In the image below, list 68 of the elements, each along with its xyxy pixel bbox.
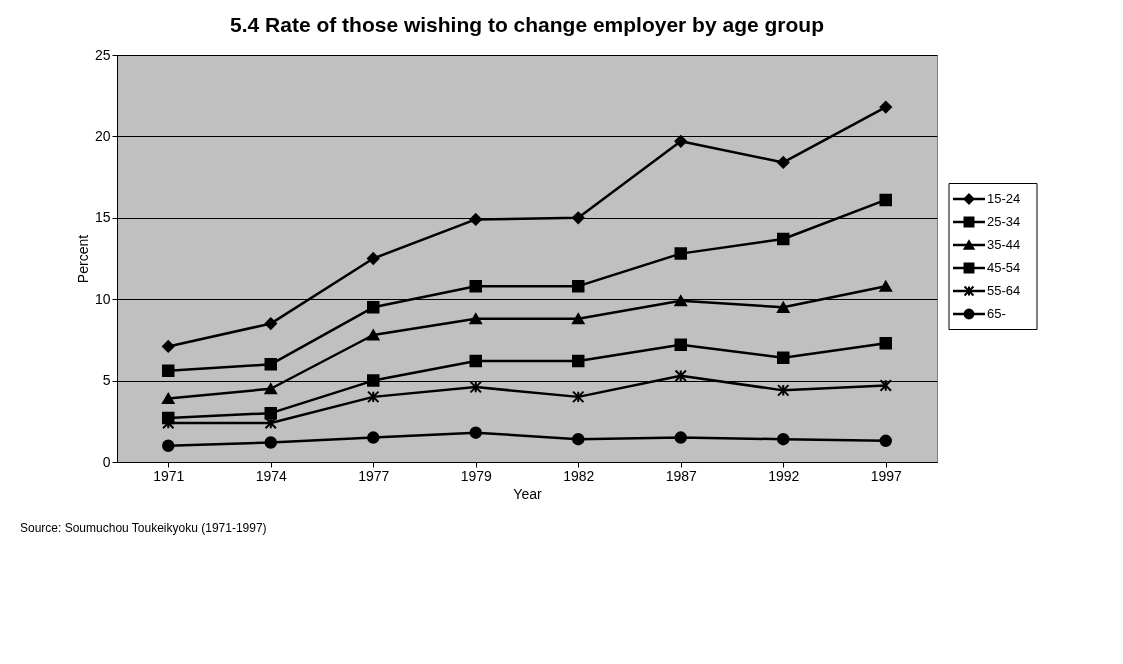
legend-label: 25-34 — [987, 214, 1021, 229]
point — [674, 369, 687, 382]
legend-label: 35-44 — [987, 237, 1021, 252]
point — [469, 279, 482, 293]
y-tick-label: 25 — [94, 46, 111, 63]
point — [674, 135, 687, 148]
source-note: Source: Soumuchou Toukeikyoku (1971-1997) — [20, 521, 267, 535]
point — [264, 383, 277, 395]
point — [469, 426, 482, 439]
point — [777, 432, 790, 446]
point — [572, 211, 585, 225]
x-tick-label: 1979 — [460, 467, 493, 484]
x-axis-title: Year — [513, 485, 542, 502]
point — [777, 351, 790, 365]
legend-label: 55-64 — [987, 283, 1021, 298]
point — [572, 432, 585, 446]
legend-label: 15-24 — [987, 191, 1021, 206]
y-tick-label: 10 — [94, 290, 111, 307]
point — [162, 364, 175, 378]
point — [162, 439, 175, 452]
point — [777, 384, 790, 397]
point — [264, 317, 277, 330]
y-tick-label: 5 — [102, 372, 111, 389]
point — [777, 156, 790, 169]
point — [162, 392, 175, 405]
point — [367, 390, 380, 404]
x-tick-label: 1997 — [870, 467, 903, 484]
y-axis-title: Percent — [74, 234, 91, 284]
point — [367, 252, 380, 265]
point — [264, 358, 277, 371]
x-tick-label: 1974 — [255, 467, 288, 484]
x-tick-label: 1971 — [153, 467, 185, 484]
point — [264, 436, 277, 449]
point — [879, 193, 892, 207]
point — [879, 434, 892, 448]
point — [674, 247, 687, 260]
point — [674, 338, 687, 352]
legend-label: 65- — [987, 306, 1006, 321]
y-tick-label: 20 — [94, 127, 111, 144]
point — [469, 380, 482, 394]
point — [879, 379, 892, 392]
y-tick-label: 15 — [94, 209, 111, 226]
point — [469, 354, 482, 368]
point — [879, 280, 892, 292]
chart-title: 5.4 Rate of those wishing to change employer by age group — [230, 13, 824, 36]
point — [469, 313, 482, 325]
point — [777, 301, 790, 313]
point — [469, 213, 482, 226]
point — [879, 100, 892, 114]
point — [367, 431, 380, 444]
legend-label: 45-54 — [987, 260, 1021, 275]
point — [572, 390, 585, 404]
point — [367, 329, 380, 341]
point — [572, 279, 585, 293]
point — [777, 232, 790, 246]
point — [674, 295, 687, 307]
x-tick-label: 1987 — [665, 467, 698, 484]
point — [572, 354, 585, 368]
point — [162, 340, 175, 353]
point — [572, 313, 585, 325]
x-tick-label: 1977 — [358, 467, 390, 484]
x-tick-label: 1982 — [563, 467, 595, 484]
point — [367, 301, 380, 314]
y-tick-label: 0 — [102, 453, 111, 470]
x-tick-label: 1992 — [768, 467, 800, 484]
point — [367, 374, 380, 387]
point — [879, 336, 892, 350]
point — [674, 431, 687, 444]
